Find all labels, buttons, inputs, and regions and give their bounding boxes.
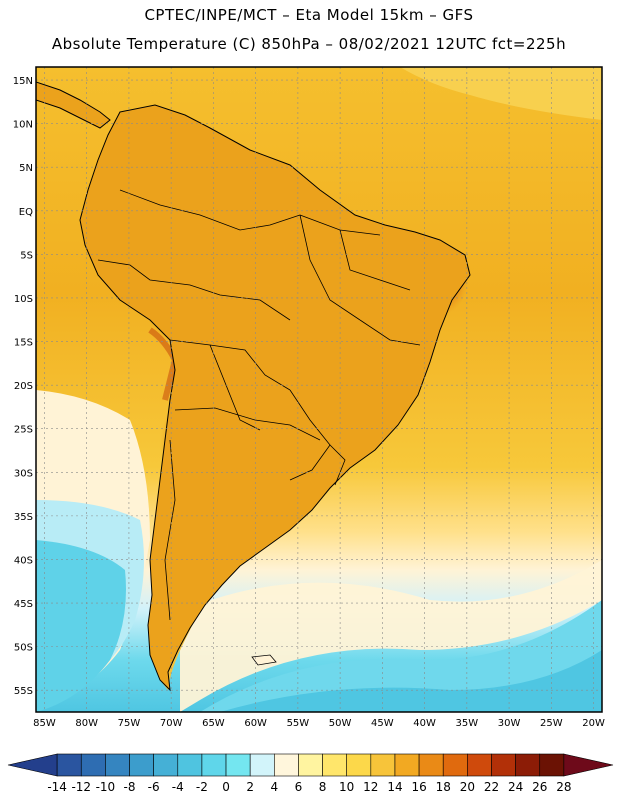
colorbar-swatch xyxy=(322,753,347,777)
latitude-labels: 15N 10N 5N EQ 5S 10S 15S 20S 25S 30S 35S 40S 45S 50S 5… xyxy=(13,76,33,697)
colorbar-label: 18 xyxy=(436,780,451,794)
temperature-field xyxy=(36,67,602,712)
colorbar-label: 4 xyxy=(270,780,278,794)
longitude-label: 70W xyxy=(160,718,183,729)
colorbar-swatch xyxy=(539,753,565,777)
colorbar-swatch xyxy=(274,753,299,777)
latitude-label: 45S xyxy=(14,599,33,610)
colorbar-label: 0 xyxy=(222,780,230,794)
colorbar-label: 20 xyxy=(460,780,475,794)
colorbar-label: 10 xyxy=(339,780,354,794)
latitude-label: 40S xyxy=(14,555,33,566)
title-line-2: Absolute Temperature (C) 850hPa – 08/02/… xyxy=(51,35,567,53)
longitude-label: 35W xyxy=(456,718,479,729)
latitude-label: 10N xyxy=(13,120,33,131)
falkland-islands xyxy=(251,654,277,666)
colorbar-swatch xyxy=(467,753,492,777)
colorbar-label: -6 xyxy=(148,780,160,794)
colorbar-swatch xyxy=(346,753,372,777)
colorbar-swatch xyxy=(394,753,420,777)
colorbar-swatch xyxy=(563,753,614,777)
latitude-label: 10S xyxy=(14,294,33,305)
colorbar-swatch xyxy=(442,753,468,777)
latitude-label: 30S xyxy=(14,468,33,479)
latitude-label: 55S xyxy=(14,686,33,697)
latitude-label: 15N xyxy=(13,76,33,87)
colorbar-swatch xyxy=(201,753,227,777)
map-frame xyxy=(35,66,603,713)
longitude-label: 20W xyxy=(582,718,605,729)
longitude-label: 60W xyxy=(244,718,267,729)
longitude-label: 40W xyxy=(413,718,436,729)
colorbar-label: -2 xyxy=(196,780,208,794)
latitude-label: EQ xyxy=(19,207,33,218)
longitude-label: 75W xyxy=(118,718,141,729)
longitude-label: 30W xyxy=(498,718,521,729)
graticule xyxy=(36,67,602,712)
longitude-label: 25W xyxy=(540,718,563,729)
colorbar-label: 28 xyxy=(556,780,571,794)
longitude-label: 50W xyxy=(329,718,352,729)
colorbar-label: -10 xyxy=(96,780,116,794)
atlantic-coldest-belt xyxy=(220,650,602,712)
colorbar-label: -8 xyxy=(124,780,136,794)
colorbar-swatch xyxy=(515,753,541,777)
longitude-label: 80W xyxy=(75,718,98,729)
colorbar-label: 6 xyxy=(295,780,303,794)
colorbar-label: -4 xyxy=(172,780,184,794)
country-borders xyxy=(97,189,421,621)
colorbar-swatches xyxy=(7,753,614,777)
title-line-1: CPTEC/INPE/MCT – Eta Model 15km – GFS xyxy=(144,6,474,24)
colorbar-label: 14 xyxy=(387,780,402,794)
colorbar-label: 22 xyxy=(484,780,499,794)
colorbar-labels: -14 -12 -10 -8 -6 -4 -2 0 2 4 6 8 10 12 14 16 18 20 22 24 26… xyxy=(47,780,571,794)
colorbar-label: -14 xyxy=(47,780,67,794)
latitude-label: 35S xyxy=(14,512,33,523)
latitude-label: 5N xyxy=(19,163,33,174)
colorbar-swatch xyxy=(491,753,516,777)
colorbar-swatch xyxy=(418,753,444,777)
colorbar-swatch xyxy=(249,753,275,777)
latitude-label: 20S xyxy=(14,381,33,392)
central-america-coast xyxy=(36,81,111,129)
colorbar-swatch xyxy=(56,753,82,777)
colorbar-label: 2 xyxy=(246,780,254,794)
colorbar-label: 26 xyxy=(532,780,547,794)
latitude-label: 5S xyxy=(20,250,33,261)
colorbar-swatch xyxy=(177,753,203,777)
pacific-coldest-zone xyxy=(36,540,126,712)
longitude-label: 85W xyxy=(33,718,56,729)
atlantic-cold-belt xyxy=(200,600,602,712)
longitude-label: 55W xyxy=(287,718,310,729)
colorbar-swatch xyxy=(298,753,323,777)
latitude-label: 15S xyxy=(14,338,33,349)
colorbar-label: 12 xyxy=(363,780,378,794)
colorbar-label: 24 xyxy=(508,780,523,794)
central-america-land xyxy=(36,82,110,128)
colorbar-label: 16 xyxy=(411,780,426,794)
colorbar-swatch xyxy=(80,753,106,777)
colorbar-swatch xyxy=(7,753,58,777)
latitude-label: 25S xyxy=(14,425,33,436)
latitude-label: 50S xyxy=(14,643,33,654)
colorbar-swatch xyxy=(129,753,154,777)
colorbar-label: 8 xyxy=(319,780,327,794)
colorbar-swatch xyxy=(153,753,179,777)
longitude-label: 45W xyxy=(371,718,394,729)
longitude-label: 65W xyxy=(202,718,225,729)
colorbar-swatch xyxy=(225,753,251,777)
longitude-labels: 85W 80W 75W 70W 65W 60W 55W 50W 45W 40W 35W 30W 25W 2… xyxy=(33,718,605,729)
colorbar-label: -12 xyxy=(71,780,91,794)
colorbar-swatch xyxy=(370,753,396,777)
colorbar-swatch xyxy=(105,753,130,777)
atlantic-cool-belt xyxy=(180,560,602,712)
